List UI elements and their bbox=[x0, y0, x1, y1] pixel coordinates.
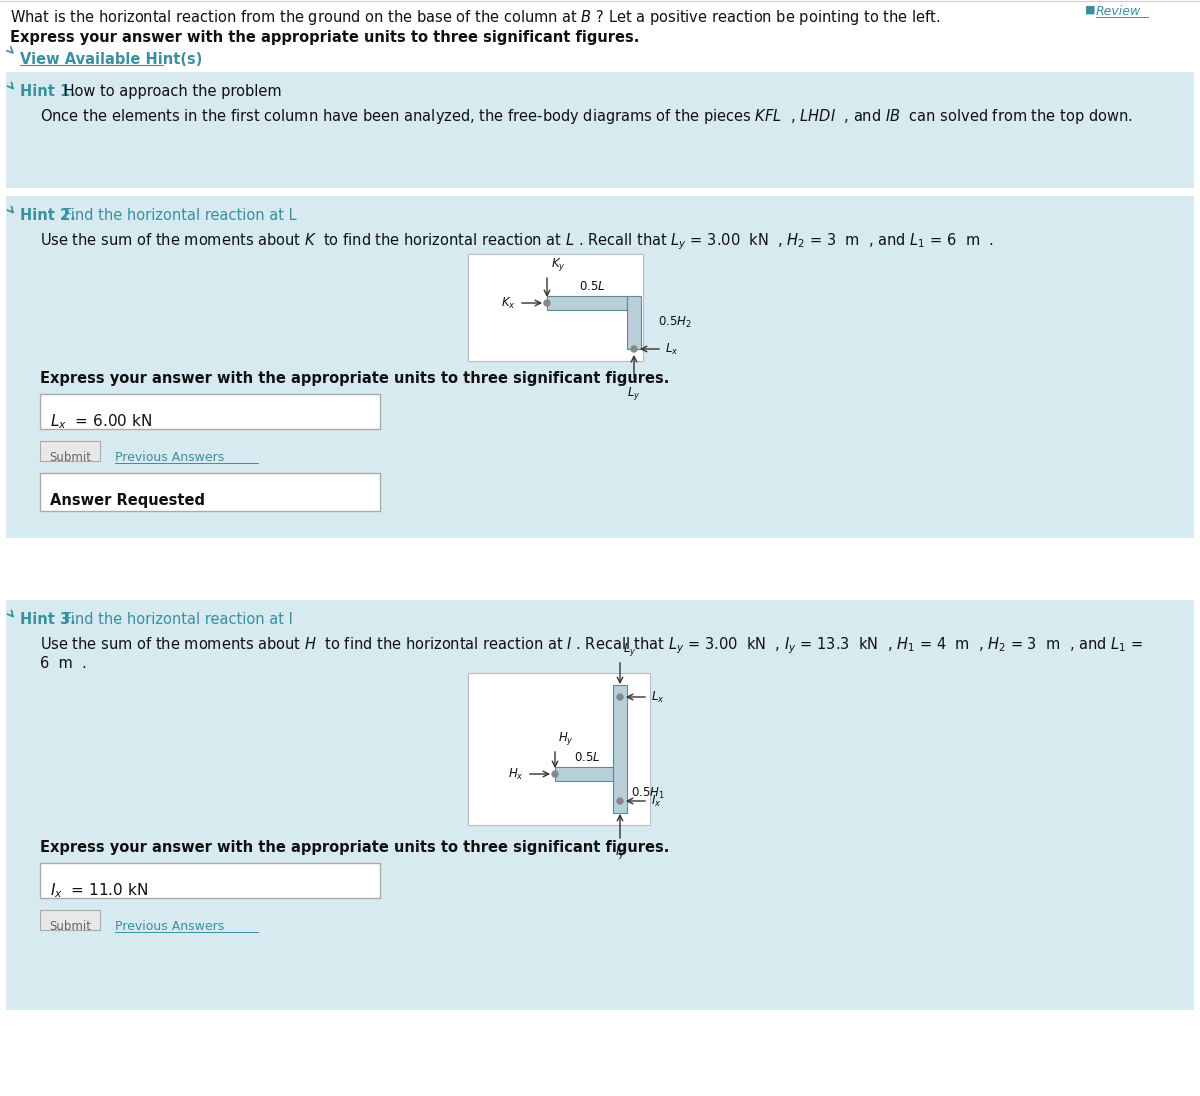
Circle shape bbox=[544, 300, 550, 306]
Text: $0.5L$: $0.5L$ bbox=[574, 751, 600, 764]
Bar bbox=[468, 673, 650, 825]
Text: Express your answer with the appropriate units to three significant figures.: Express your answer with the appropriate… bbox=[40, 372, 670, 386]
Text: 6  m  .: 6 m . bbox=[40, 657, 86, 671]
Text: $L_x$  = 6.00 kN: $L_x$ = 6.00 kN bbox=[50, 412, 152, 431]
Text: What is the horizontal reaction from the ground on the base of the column at $B$: What is the horizontal reaction from the… bbox=[10, 8, 941, 27]
Text: Answer Requested: Answer Requested bbox=[50, 493, 205, 509]
Text: Review: Review bbox=[1096, 5, 1141, 18]
Text: ■: ■ bbox=[1085, 5, 1099, 15]
Bar bbox=[40, 473, 380, 511]
Circle shape bbox=[631, 346, 637, 352]
Text: $L_y$: $L_y$ bbox=[623, 641, 636, 658]
Text: $L_x$: $L_x$ bbox=[650, 689, 665, 705]
Text: Previous Answers: Previous Answers bbox=[115, 920, 224, 933]
Text: View Available Hint(s): View Available Hint(s) bbox=[20, 52, 203, 67]
Text: Once the elements in the first column have been analyzed, the free-body diagrams: Once the elements in the first column ha… bbox=[40, 107, 1133, 126]
Text: $0.5L$: $0.5L$ bbox=[578, 279, 605, 293]
Text: $H_y$: $H_y$ bbox=[558, 730, 574, 747]
Text: $I_y$: $I_y$ bbox=[614, 844, 625, 861]
Text: Hint 2.: Hint 2. bbox=[20, 208, 76, 222]
Bar bbox=[554, 767, 613, 781]
Text: Hint 3.: Hint 3. bbox=[20, 612, 76, 627]
Bar bbox=[6, 196, 1194, 538]
Text: $H_x$: $H_x$ bbox=[509, 766, 524, 781]
Bar bbox=[6, 72, 1194, 189]
Bar bbox=[628, 296, 641, 349]
Text: Previous Answers: Previous Answers bbox=[115, 450, 224, 464]
Text: Use the sum of the moments about $H$  to find the horizontal reaction at $I$ . R: Use the sum of the moments about $H$ to … bbox=[40, 635, 1142, 655]
Text: $L_x$: $L_x$ bbox=[665, 342, 678, 356]
Bar bbox=[40, 910, 100, 931]
Circle shape bbox=[552, 770, 558, 777]
Text: Submit: Submit bbox=[49, 450, 91, 464]
Bar bbox=[613, 685, 628, 813]
Text: $L_y$: $L_y$ bbox=[628, 385, 641, 402]
Bar bbox=[40, 863, 380, 898]
Text: $K_y$: $K_y$ bbox=[551, 256, 565, 273]
Bar bbox=[468, 254, 643, 361]
Text: $I_x$: $I_x$ bbox=[650, 794, 661, 809]
Circle shape bbox=[617, 798, 623, 804]
Text: How to approach the problem: How to approach the problem bbox=[59, 84, 282, 99]
Text: $0.5H_2$: $0.5H_2$ bbox=[658, 315, 692, 330]
Bar bbox=[547, 296, 628, 310]
Circle shape bbox=[617, 694, 623, 700]
Bar bbox=[6, 600, 1194, 1011]
Text: Use the sum of the moments about $K$  to find the horizontal reaction at $L$ . R: Use the sum of the moments about $K$ to … bbox=[40, 231, 994, 252]
Text: $K_x$: $K_x$ bbox=[502, 296, 516, 310]
Text: $0.5H_1$: $0.5H_1$ bbox=[631, 786, 665, 800]
Bar bbox=[40, 441, 100, 461]
Text: Find the horizontal reaction at L: Find the horizontal reaction at L bbox=[59, 208, 296, 222]
Text: $I_x$  = 11.0 kN: $I_x$ = 11.0 kN bbox=[50, 881, 148, 900]
Text: Hint 1.: Hint 1. bbox=[20, 84, 76, 99]
Text: Express your answer with the appropriate units to three significant figures.: Express your answer with the appropriate… bbox=[10, 30, 640, 45]
Bar bbox=[40, 393, 380, 429]
Text: Submit: Submit bbox=[49, 920, 91, 933]
Text: Express your answer with the appropriate units to three significant figures.: Express your answer with the appropriate… bbox=[40, 840, 670, 855]
Text: Find the horizontal reaction at I: Find the horizontal reaction at I bbox=[59, 612, 293, 627]
